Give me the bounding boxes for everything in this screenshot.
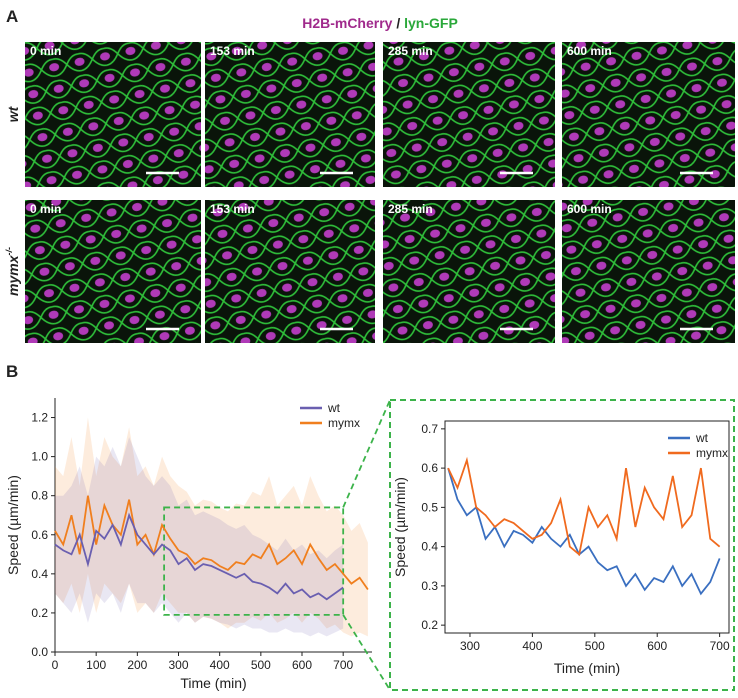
error-band [55, 437, 344, 637]
micrograph [383, 200, 555, 343]
series-line [54, 512, 344, 601]
y-tick-label: 0.7 [421, 422, 438, 436]
y-tick-label: 0.6 [421, 461, 438, 475]
x-axis-label: Time (min) [180, 675, 246, 691]
x-tick-label: 500 [251, 658, 271, 672]
micrograph [25, 200, 201, 343]
series-line [447, 467, 721, 596]
legend-label: mymx [696, 446, 728, 460]
time-label: 153 min [210, 44, 255, 58]
x-tick-label: 0 [52, 658, 59, 672]
micrograph [205, 42, 375, 187]
time-label: 0 min [30, 202, 61, 216]
panel-label: A [6, 7, 18, 26]
time-label: 153 min [210, 202, 255, 216]
row-label: wt [5, 105, 21, 122]
x-tick-label: 300 [168, 658, 188, 672]
inset-frame [389, 399, 735, 691]
charts: 0.0 0.2 0.4 0.6 0.8 1.0 1.2 0 100 200 300 400 500 600… [5, 398, 735, 691]
y-tick-label: 0.4 [421, 540, 438, 554]
x-tick-label: 500 [585, 639, 605, 653]
time-label: 600 min [567, 44, 612, 58]
legend-label: wt [695, 431, 709, 445]
x-tick-label: 100 [86, 658, 106, 672]
x-tick-label: 400 [522, 639, 542, 653]
x-axis-label: Time (min) [554, 660, 620, 676]
micrograph [205, 200, 375, 343]
time-label: 0 min [30, 44, 61, 58]
time-label: 285 min [388, 44, 433, 58]
row-label: mymx-/- [4, 247, 21, 296]
x-tick-label: 400 [210, 658, 230, 672]
time-label: 285 min [388, 202, 433, 216]
time-label: 600 min [567, 202, 612, 216]
y-tick-label: 0.2 [421, 618, 438, 632]
micrograph [562, 200, 735, 343]
title-part: H2B-mCherry [302, 15, 392, 31]
y-tick-label: 0.3 [421, 579, 438, 593]
x-tick-label: 200 [127, 658, 147, 672]
image-grid: wt 0 min 153 min 285 min 600 min mymx-/- 0 min… [4, 42, 735, 343]
error-band [55, 417, 368, 637]
micrograph [383, 42, 555, 187]
connector [342, 614, 391, 691]
series-line [54, 495, 369, 590]
title-part: / [392, 15, 404, 31]
x-tick-label: 700 [333, 658, 353, 672]
title-part: lyn-GFP [404, 15, 458, 31]
micrograph [25, 42, 201, 187]
chart: 0.0 0.2 0.4 0.6 0.8 1.0 1.2 0 100 200 300 400 500 600… [5, 398, 391, 691]
micrograph [562, 42, 735, 187]
row-label-text: mymx [5, 254, 21, 296]
y-tick-label: 1.0 [31, 450, 48, 464]
legend-label: wt [327, 401, 341, 415]
chart: 0.2 0.3 0.4 0.5 0.6 0.7 300 400 500 600 700 Speed (… [392, 420, 730, 676]
x-tick-label: 600 [292, 658, 312, 672]
legend-label: mymx [328, 416, 360, 430]
y-axis-label: Speed (µm/min) [5, 475, 21, 575]
y-tick-label: 0.4 [31, 567, 48, 581]
y-tick-label: 1.2 [31, 411, 48, 425]
highlight-box [163, 506, 345, 616]
y-tick-label: 0.6 [31, 528, 48, 542]
y-tick-label: 0.0 [31, 645, 48, 659]
y-axis-label: Speed (µm/min) [392, 477, 408, 577]
series-line [447, 456, 721, 557]
y-tick-label: 0.5 [421, 500, 438, 514]
row-label-text: wt [5, 105, 21, 122]
x-tick-label: 300 [460, 639, 480, 653]
y-tick-label: 0.2 [31, 606, 48, 620]
y-tick-label: 0.8 [31, 489, 48, 503]
panel-a-title: H2B-mCherry / lyn-GFP [302, 15, 458, 31]
panel-label: B [6, 362, 18, 381]
row-label-sup: -/- [4, 247, 14, 256]
x-tick-label: 700 [710, 639, 730, 653]
x-tick-label: 600 [647, 639, 667, 653]
